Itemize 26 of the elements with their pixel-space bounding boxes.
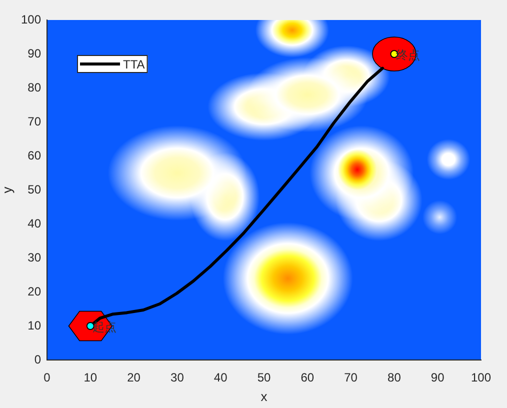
x-tick-label: 10 <box>84 370 98 385</box>
x-tick-label: 40 <box>214 370 228 385</box>
annotation: 起点 <box>92 320 116 334</box>
legend-label: TTA <box>123 57 145 72</box>
x-tick-label: 70 <box>344 370 358 385</box>
y-tick-label: 70 <box>28 114 42 128</box>
x-tick-label: 20 <box>127 370 141 385</box>
y-tick-label: 0 <box>34 352 42 366</box>
y-tick-label: 50 <box>28 182 42 196</box>
x-axis-title: x <box>260 388 268 404</box>
x-tick-label: 30 <box>170 370 184 385</box>
x-tick-label: 80 <box>388 370 402 385</box>
x-tick-label: 100 <box>470 370 492 385</box>
y-tick-label: 60 <box>28 148 42 162</box>
y-tick-label: 80 <box>28 80 42 94</box>
x-tick-label: 90 <box>430 370 445 385</box>
y-axis-title: y <box>0 186 14 194</box>
y-tick-label: 100 <box>20 12 42 26</box>
x-tick-label: 50 <box>257 370 271 385</box>
x-tick-label: 60 <box>300 370 314 385</box>
y-tick-label: 30 <box>28 250 42 264</box>
y-tick-label: 10 <box>28 318 42 332</box>
y-tick-label: 90 <box>28 46 42 60</box>
x-tick-label: 0 <box>44 370 51 385</box>
y-tick-label: 40 <box>28 216 42 230</box>
y-tick-label: 20 <box>28 284 42 298</box>
